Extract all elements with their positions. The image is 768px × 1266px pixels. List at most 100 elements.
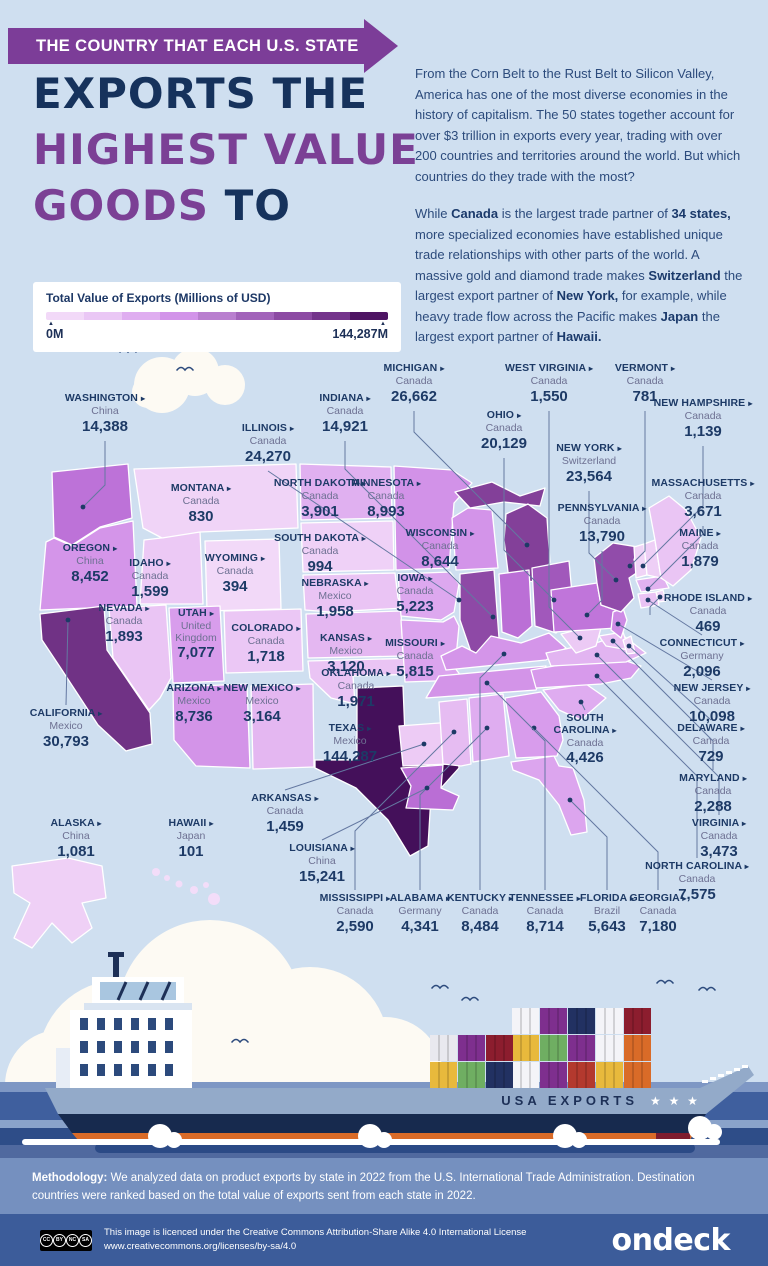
- state-label-vt: VERMONT ▸ Canada 781: [615, 362, 675, 405]
- arrow-right-icon: ▸: [217, 684, 222, 693]
- export-value: 830: [188, 507, 214, 525]
- state-name: MONTANA ▸: [170, 482, 232, 494]
- state-shape-hi-island: [203, 882, 209, 888]
- export-value: 8,993: [367, 502, 405, 520]
- ship-antenna-icon: [108, 952, 124, 957]
- state-name: SOUTH CAROLINA ▸: [553, 712, 617, 736]
- foam-puff: [376, 1132, 392, 1148]
- export-value: 394: [222, 577, 248, 595]
- partner-country: Canada: [583, 514, 621, 527]
- partner-country: China: [76, 554, 104, 567]
- export-value: 1,971: [337, 692, 375, 710]
- partner-country: Canada: [182, 494, 220, 507]
- foam-puff: [688, 1116, 712, 1140]
- container-rib: [466, 1035, 468, 1061]
- state-dot-ms: [451, 729, 457, 735]
- state-dot-wv: [577, 635, 583, 641]
- state-label-sc: SOUTH CAROLINA ▸ Canada 4,426: [539, 712, 631, 767]
- state-shape-ca: [39, 605, 153, 752]
- export-value: 13,790: [579, 527, 625, 545]
- state-shape-ny: [593, 542, 642, 613]
- porthole-window: [97, 1064, 105, 1076]
- state-dot-va: [594, 652, 600, 658]
- arrow-right-icon: ▸: [446, 894, 451, 903]
- container-rib: [613, 1062, 615, 1088]
- state-label-hi: HAWAII ▸ Japan 101: [168, 817, 213, 860]
- arrow-right-icon: ▸: [296, 624, 301, 633]
- state-label-ga: GEORGIA ▸ Canada 7,180: [629, 892, 687, 935]
- export-value: 781: [632, 387, 658, 405]
- partner-country: Canada: [693, 694, 731, 707]
- partner-country: United Kingdom: [175, 619, 217, 644]
- container-rib: [494, 1062, 496, 1088]
- state-name: PENNSYLVANIA ▸: [557, 502, 647, 514]
- state-name: NEVADA ▸: [98, 602, 150, 614]
- state-name: OREGON ▸: [62, 542, 118, 554]
- state-label-wy: WYOMING ▸ Canada 394: [205, 552, 265, 595]
- shipping-container: [624, 1062, 651, 1088]
- export-value: 1,139: [684, 422, 722, 440]
- state-dot-pa: [584, 612, 590, 618]
- partner-country: Mexico: [318, 589, 352, 602]
- arrow-right-icon: ▸: [166, 559, 171, 568]
- state-dot-al: [484, 725, 490, 731]
- bow-railing: [710, 1077, 716, 1080]
- export-value: 23,564: [566, 467, 612, 485]
- partner-country: Germany: [680, 649, 724, 662]
- seagull-icon: [231, 1038, 249, 1044]
- arrow-right-icon: ▸: [748, 594, 753, 603]
- partner-country: Canada: [700, 829, 738, 842]
- shipping-container: [568, 1062, 595, 1088]
- export-value: 3,164: [243, 707, 281, 725]
- state-shape-wa: [51, 463, 133, 546]
- container-rib: [529, 1035, 531, 1061]
- bow-railing: [734, 1068, 740, 1071]
- cc-by-icon: BY: [53, 1233, 66, 1247]
- arrow-right-icon: ▸: [290, 424, 295, 433]
- arrow-right-icon: ▸: [682, 894, 687, 903]
- state-dot-wa: [80, 504, 86, 510]
- partner-country: Mexico: [49, 719, 83, 732]
- export-value: 14,921: [322, 417, 368, 435]
- state-label-in: INDIANA ▸ Canada 14,921: [319, 392, 370, 435]
- state-label-ks: KANSAS ▸ Mexico 3,120: [320, 632, 373, 675]
- state-label-id: IDAHO ▸ Canada 1,599: [129, 557, 171, 600]
- export-value: 1,893: [105, 627, 143, 645]
- state-dot-oh: [551, 597, 557, 603]
- state-label-or: OREGON ▸ China 8,452: [62, 542, 118, 585]
- state-label-il: ILLINOIS ▸ Canada 24,270: [242, 422, 295, 465]
- arrow-right-icon: ▸: [367, 634, 373, 643]
- leader-line-mi: [413, 411, 528, 546]
- foam-puff: [571, 1132, 587, 1148]
- container-rib: [604, 1008, 606, 1034]
- state-label-md: MARYLAND ▸ Canada 2,288: [672, 772, 754, 815]
- partner-country: Canada: [337, 679, 375, 692]
- state-dot-sc: [578, 699, 584, 705]
- state-name: ARIZONA ▸: [166, 682, 222, 694]
- container-rib: [447, 1062, 449, 1088]
- arrow-right-icon: ▸: [367, 724, 372, 733]
- state-label-la: LOUISIANA ▸ China 15,241: [289, 842, 354, 885]
- export-value: 5,223: [396, 597, 434, 615]
- state-shape-in: [498, 569, 533, 639]
- shipping-container: [512, 1062, 539, 1088]
- export-value: 1,958: [316, 602, 354, 620]
- state-dot-nh: [640, 563, 646, 569]
- arrow-right-icon: ▸: [362, 479, 367, 488]
- container-rib: [520, 1008, 522, 1034]
- leader-line-va: [596, 654, 720, 815]
- state-shape-wi: [451, 507, 499, 571]
- shipping-container: [512, 1035, 539, 1061]
- export-value: 26,662: [391, 387, 437, 405]
- export-value: 1,599: [131, 582, 169, 600]
- foam-puff: [166, 1132, 182, 1148]
- container-rib: [613, 1035, 615, 1061]
- state-dot-in: [490, 614, 496, 620]
- partner-country: Canada: [336, 904, 374, 917]
- leader-line-ca: [65, 619, 69, 706]
- superstructure-wing: [56, 1048, 70, 1090]
- leader-line-la: [321, 787, 428, 841]
- partner-country: Canada: [639, 904, 677, 917]
- state-dot-ca: [65, 617, 71, 623]
- map-legend: Total Value of Exports (Millions of USD)…: [33, 282, 401, 352]
